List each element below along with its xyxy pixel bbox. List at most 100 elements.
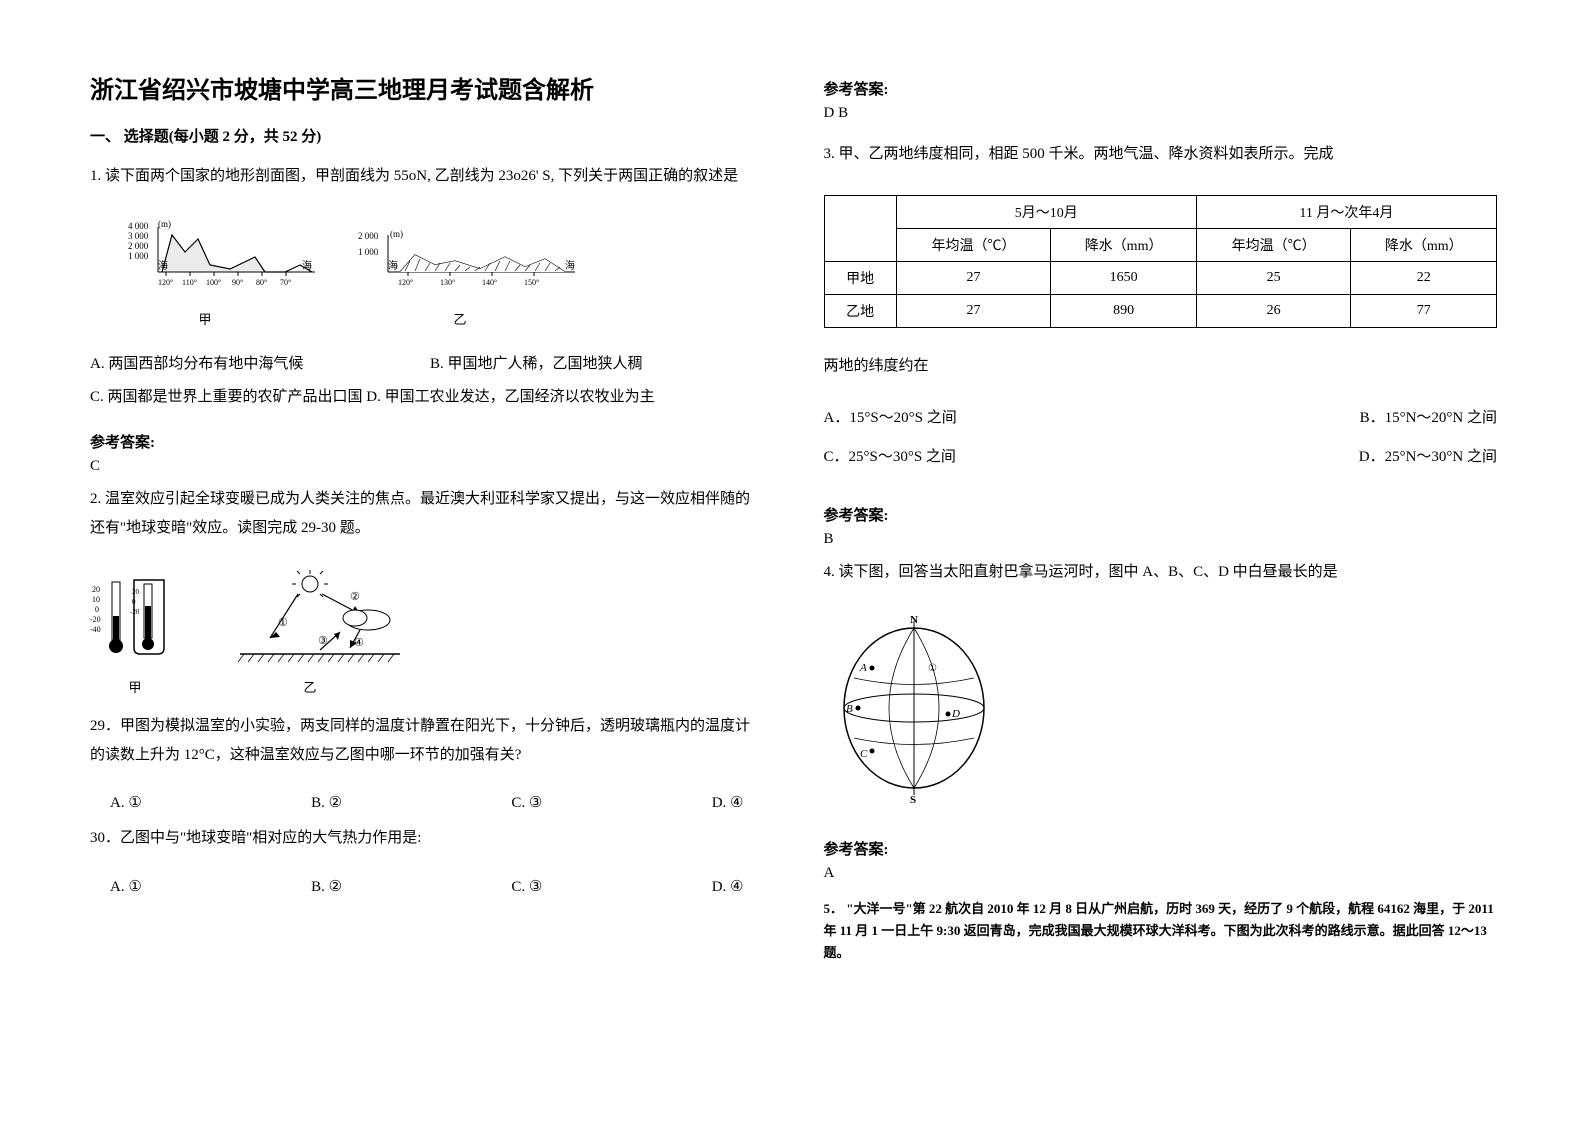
svg-text:海: 海 — [388, 259, 398, 272]
q5-text: 5． "大洋一号"第 22 航次自 2010 年 12 月 8 日从广州启航，历… — [824, 898, 1498, 964]
svg-text:120°: 120° — [398, 278, 413, 287]
q30-options: A. ① B. ② C. ③ D. ④ — [90, 877, 764, 896]
row-yi-label: 乙地 — [824, 294, 896, 327]
svg-text:1 000: 1 000 — [358, 247, 379, 257]
header-nov-apr: 11 月～次年4月 — [1196, 195, 1496, 228]
q29-opt-b: B. ② — [311, 793, 342, 812]
q3-table: 5月～10月 11 月～次年4月 年均温（℃） 降水（mm） 年均温（℃） 降水… — [824, 195, 1498, 328]
svg-text:4 000: 4 000 — [128, 221, 149, 231]
svg-text:(m): (m) — [158, 219, 171, 229]
q30-opt-a: A. ① — [110, 877, 142, 896]
svg-text:100°: 100° — [206, 278, 221, 287]
svg-text:2 000: 2 000 — [358, 231, 379, 241]
q29-options: A. ① B. ② C. ③ D. ④ — [90, 793, 764, 812]
profile-chart-jia: 4 000 3 000 2 000 1 000 (m) 海 海 120° 110… — [90, 217, 320, 328]
svg-text:S: S — [910, 794, 916, 803]
left-column: 浙江省绍兴市坡塘中学高三地理月考试题含解析 一、 选择题(每小题 2 分，共 5… — [90, 70, 764, 1052]
svg-text:海: 海 — [302, 259, 312, 272]
svg-text:1 000: 1 000 — [128, 251, 149, 261]
svg-text:90°: 90° — [232, 278, 243, 287]
svg-text:海: 海 — [565, 259, 575, 272]
svg-text:-20: -20 — [90, 615, 101, 624]
svg-text:①: ① — [278, 617, 288, 629]
q1-figure: 4 000 3 000 2 000 1 000 (m) 海 海 120° 110… — [90, 217, 764, 328]
q30-opt-c: C. ③ — [511, 877, 542, 896]
svg-text:10: 10 — [92, 595, 100, 604]
q29-opt-d: D. ④ — [712, 793, 744, 812]
thermo-jia: 20 10 0 -20 -40 20 0 -20 甲 — [90, 570, 180, 696]
q1-opt-b: B. 甲国地广人稀，乙国地狭人稠 — [430, 352, 643, 373]
svg-text:130°: 130° — [440, 278, 455, 287]
row-jia-label: 甲地 — [824, 261, 896, 294]
q4-globe: N S A B C D ① — [824, 613, 1498, 808]
table-row: 甲地 27 1650 25 22 — [824, 261, 1497, 294]
sub-precip-2: 降水（mm） — [1351, 228, 1497, 261]
cell: 27 — [896, 294, 1051, 327]
svg-text:3 000: 3 000 — [128, 231, 149, 241]
q3-opt-d: D．25°N～30°N 之间 — [1160, 445, 1497, 466]
q3-answer: B — [824, 531, 1498, 548]
svg-text:A: A — [859, 662, 867, 674]
svg-text:20: 20 — [132, 588, 140, 596]
sub-temp-1: 年均温（℃） — [896, 228, 1051, 261]
svg-text:①: ① — [928, 663, 937, 674]
svg-text:110°: 110° — [182, 278, 197, 287]
svg-text:2 000: 2 000 — [128, 241, 149, 251]
q2-stem: 2. 温室效应引起全球变暖已成为人类关注的焦点。最近澳大利亚科学家又提出，与这一… — [90, 485, 764, 542]
svg-text:20: 20 — [92, 585, 100, 594]
q3-subq: 两地的纬度约在 — [824, 352, 1498, 381]
q1-stem: 1. 读下面两个国家的地形剖面图，甲剖面线为 55oN, 乙剖线为 23o26'… — [90, 162, 764, 191]
svg-text:0: 0 — [95, 605, 99, 614]
svg-text:0: 0 — [132, 598, 136, 606]
cell: 890 — [1051, 294, 1197, 327]
svg-text:N: N — [910, 614, 918, 626]
chart-yi-label: 乙 — [340, 309, 580, 328]
svg-text:③: ③ — [318, 635, 328, 647]
sub-precip-1: 降水（mm） — [1051, 228, 1197, 261]
q3-options: A．15°S～20°S 之间 B．15°N～20°N 之间 C．25°S～30°… — [824, 406, 1498, 484]
svg-text:120°: 120° — [158, 278, 173, 287]
header-may-oct: 5月～10月 — [896, 195, 1196, 228]
svg-text:D: D — [951, 708, 960, 720]
q4-answer: A — [824, 865, 1498, 882]
right-column: 参考答案: D B 3. 甲、乙两地纬度相同，相距 500 千米。两地气温、降水… — [824, 70, 1498, 1052]
thermo-jia-label: 甲 — [90, 677, 180, 696]
chart-jia-label: 甲 — [90, 309, 320, 328]
q1-answer-label: 参考答案: — [90, 431, 764, 452]
cell: 25 — [1196, 261, 1351, 294]
cell: 1650 — [1051, 261, 1197, 294]
q1-opt-cd: C. 两国都是世界上重要的农矿产品出口国 D. 甲国工农业发达，乙国经济以农牧业… — [90, 383, 764, 412]
q3-opt-a: A．15°S～20°S 之间 — [824, 406, 1161, 427]
svg-text:②: ② — [350, 591, 360, 603]
q29-opt-c: C. ③ — [511, 793, 542, 812]
q1-options-ab: A. 两国西部均分布有地中海气候 B. 甲国地广人稀，乙国地狭人稠 — [90, 352, 764, 373]
sub-temp-2: 年均温（℃） — [1196, 228, 1351, 261]
q1-opt-a: A. 两国西部均分布有地中海气候 — [90, 352, 430, 373]
svg-text:④: ④ — [354, 637, 364, 649]
q2-answer-label: 参考答案: — [824, 78, 1498, 99]
svg-text:-20: -20 — [130, 608, 140, 616]
cell: 77 — [1351, 294, 1497, 327]
svg-text:70°: 70° — [280, 278, 291, 287]
q1-answer: C — [90, 458, 764, 475]
thermo-yi-label: 乙 — [210, 677, 410, 696]
table-row: 乙地 27 890 26 77 — [824, 294, 1497, 327]
table-row: 年均温（℃） 降水（mm） 年均温（℃） 降水（mm） — [824, 228, 1497, 261]
cell: 22 — [1351, 261, 1497, 294]
profile-chart-yi: 2 000 1 000 (m) 海 — [340, 217, 580, 328]
q3-opt-b: B．15°N～20°N 之间 — [1160, 406, 1497, 427]
q4-stem: 4. 读下图，回答当太阳直射巴拿马运河时，图中 A、B、C、D 中白昼最长的是 — [824, 558, 1498, 587]
q30-opt-d: D. ④ — [712, 877, 744, 896]
cell: 27 — [896, 261, 1051, 294]
section-header: 一、 选择题(每小题 2 分，共 52 分) — [90, 125, 764, 146]
svg-text:80°: 80° — [256, 278, 267, 287]
q3-opt-c: C．25°S～30°S 之间 — [824, 445, 1161, 466]
q2-figure: 20 10 0 -20 -40 20 0 -20 甲 — [90, 570, 764, 696]
table-row: 5月～10月 11 月～次年4月 — [824, 195, 1497, 228]
q30-stem: 30．乙图中与"地球变暗"相对应的大气热力作用是: — [90, 824, 764, 853]
svg-text:140°: 140° — [482, 278, 497, 287]
q3-answer-label: 参考答案: — [824, 504, 1498, 525]
q29-opt-a: A. ① — [110, 793, 142, 812]
page-title: 浙江省绍兴市坡塘中学高三地理月考试题含解析 — [90, 70, 764, 105]
q30-opt-b: B. ② — [311, 877, 342, 896]
